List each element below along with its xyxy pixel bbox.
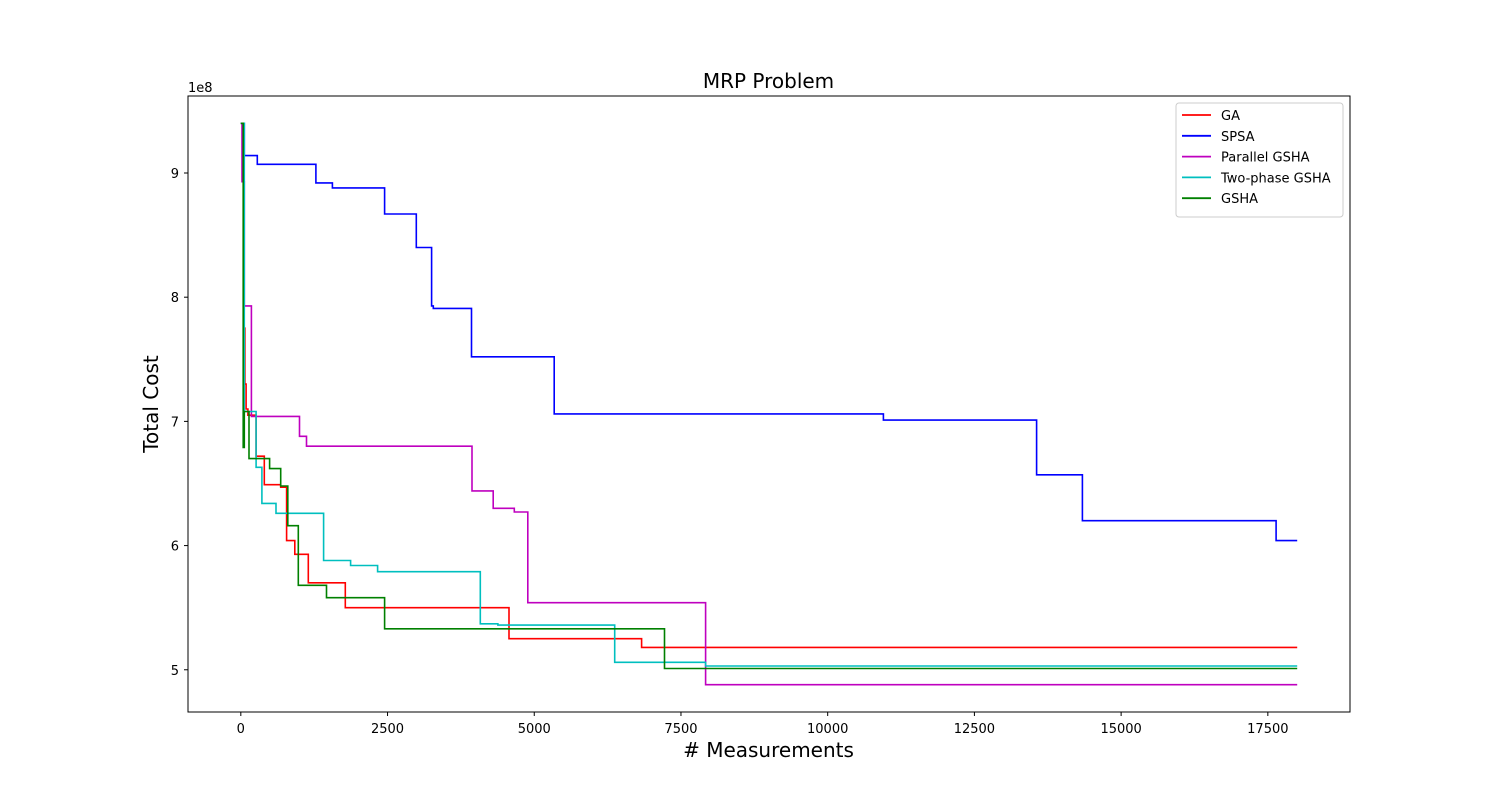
legend-box: [1175, 102, 1344, 218]
x-axis-ticks: 0 2500 5000 7500 10000 12500 15000 17500: [237, 712, 1289, 737]
legend-label-3: Two-phase GSHA: [1220, 171, 1331, 186]
legend-label-2: Parallel GSHA: [1221, 151, 1310, 166]
plot-frame: [187, 95, 1351, 713]
series-line-1: [240, 122, 1298, 542]
y-tick-label: 5: [171, 664, 179, 679]
x-tick-label: 15000: [1100, 722, 1141, 737]
x-tick-label: 5000: [518, 722, 551, 737]
x-tick-label: 12500: [954, 722, 995, 737]
y-offset-label: 1e8: [188, 81, 213, 96]
x-axis-title: # Measurements: [683, 738, 854, 762]
x-tick-label: 0: [237, 722, 245, 737]
y-tick-label: 8: [171, 291, 179, 306]
x-tick-label: 2500: [371, 722, 404, 737]
chart-title: MRP Problem: [703, 69, 834, 93]
legend-label-0: GA: [1221, 109, 1240, 124]
x-tick-label: 10000: [807, 722, 848, 737]
series-line-4: [240, 122, 1298, 670]
y-tick-label: 6: [171, 540, 179, 555]
y-axis-ticks: 5 6 7 8 9: [171, 167, 188, 679]
x-tick-label: 17500: [1247, 722, 1288, 737]
plot-lines: [240, 122, 1298, 686]
legend-label-4: GSHA: [1221, 192, 1258, 207]
legend: GA SPSA Parallel GSHA Two-phase GSHA GSHA: [1175, 102, 1344, 218]
y-tick-label: 7: [171, 415, 179, 430]
legend-label-1: SPSA: [1221, 130, 1255, 145]
y-axis-title: Total Cost: [139, 355, 163, 454]
x-tick-label: 7500: [664, 722, 697, 737]
y-tick-label: 9: [171, 167, 179, 182]
